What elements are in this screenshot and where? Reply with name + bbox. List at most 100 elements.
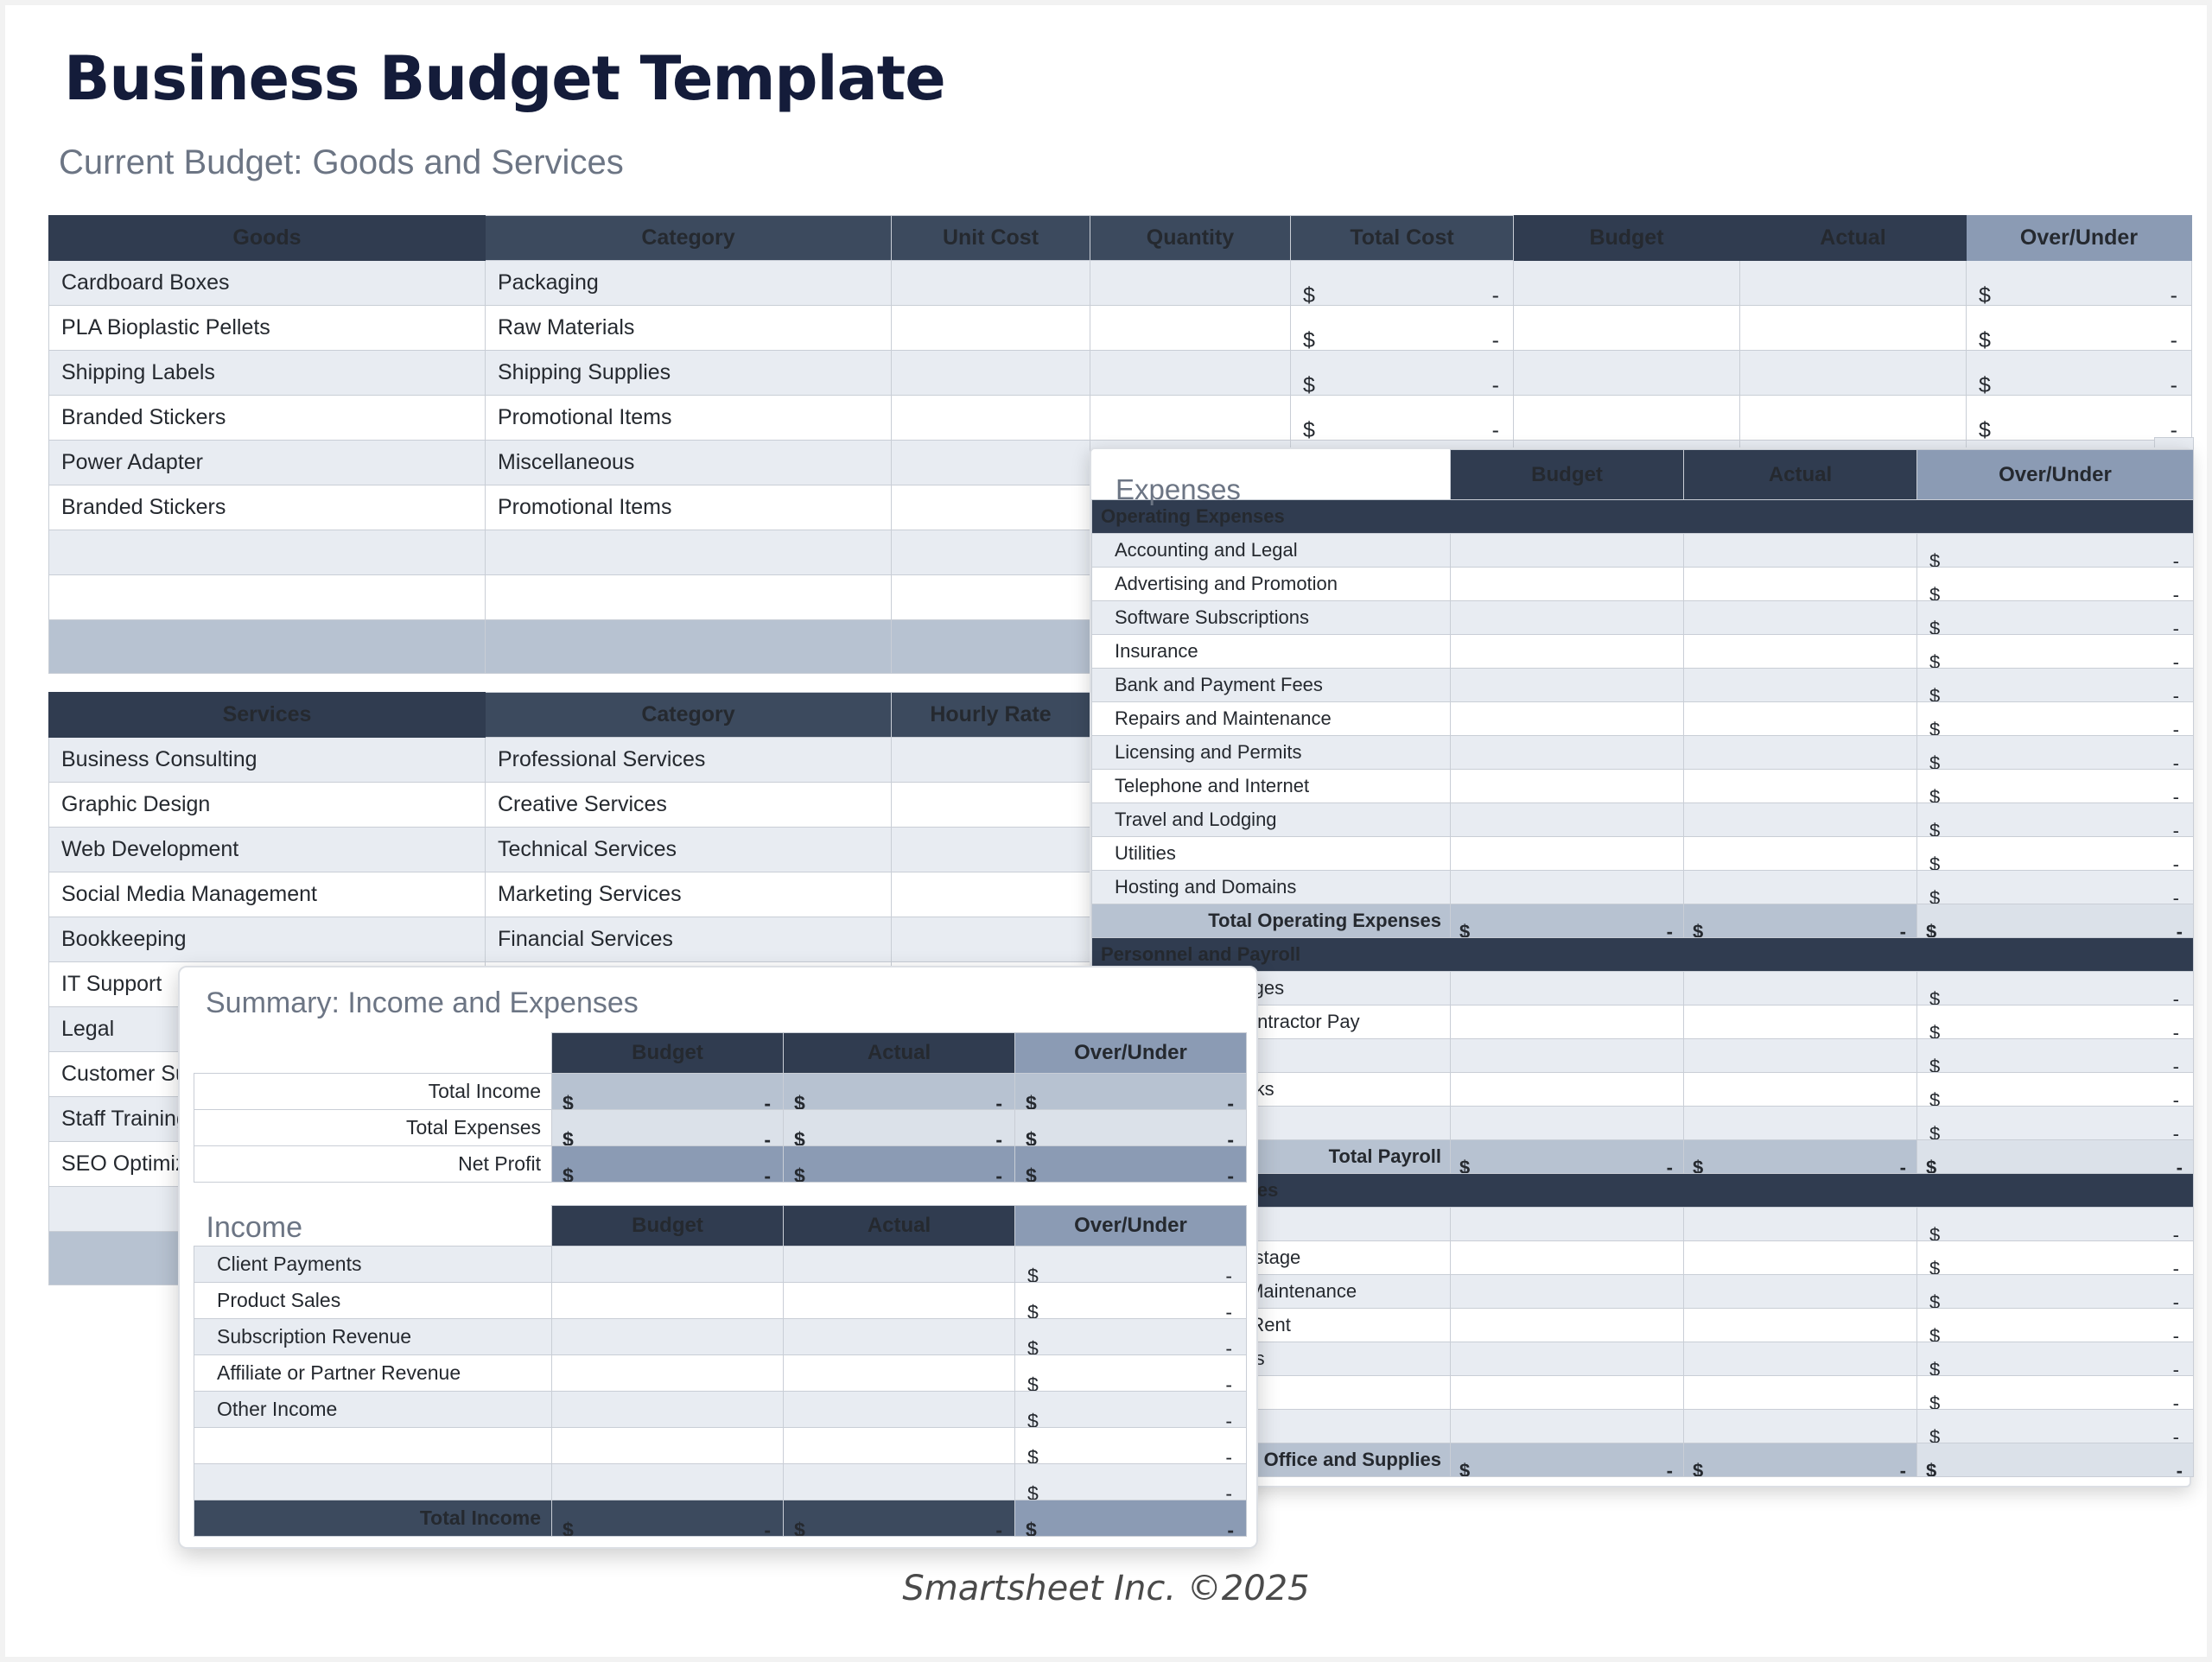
income-cell-budget[interactable]	[551, 1427, 784, 1464]
expenses-cell-budget[interactable]	[1450, 1342, 1684, 1376]
expenses-cell-budget[interactable]	[1450, 802, 1684, 837]
services-cell-category[interactable]: Professional Services	[485, 737, 892, 783]
goods-cell-budget[interactable]	[1513, 260, 1740, 306]
income-cell-over-under[interactable]: $ -	[1014, 1354, 1247, 1392]
income-row[interactable]: Product Sales $ -	[194, 1282, 1247, 1319]
expenses-item-row[interactable]: Telephone and Internet $ -	[1091, 769, 2194, 803]
expenses-cell-over-under[interactable]: $ -	[1916, 634, 2194, 669]
goods-cell-quantity[interactable]	[1090, 350, 1291, 396]
expenses-item-row[interactable]: Licensing and Permits $ -	[1091, 735, 2194, 770]
income-row[interactable]: Client Payments $ -	[194, 1246, 1247, 1283]
expenses-cell-actual[interactable]	[1683, 1106, 1917, 1140]
expenses-cell-over-under[interactable]: $ -	[1916, 1308, 2194, 1342]
expenses-cell-over-under[interactable]: $ -	[1916, 1375, 2194, 1410]
summary-cell-actual[interactable]: $ -	[783, 1073, 1015, 1110]
services-cell-category[interactable]: Technical Services	[485, 827, 892, 872]
goods-cell-actual[interactable]	[1739, 395, 1967, 441]
expenses-cell-actual[interactable]	[1683, 634, 1917, 669]
goods-cell-unit-cost[interactable]	[891, 530, 1090, 575]
expenses-cell-over-under[interactable]: $ -	[1916, 668, 2194, 702]
expenses-cell-budget[interactable]	[1450, 533, 1684, 568]
expenses-item-label[interactable]: Licensing and Permits	[1091, 735, 1451, 770]
income-col-budget[interactable]: Budget	[551, 1205, 784, 1246]
goods-cell-name[interactable]: Power Adapter	[48, 440, 486, 485]
expenses-cell-budget[interactable]	[1450, 735, 1684, 770]
expenses-cell-over-under[interactable]: $ -	[1916, 1240, 2194, 1275]
income-cell-budget[interactable]	[551, 1354, 784, 1392]
services-cell-category[interactable]: Marketing Services	[485, 872, 892, 917]
expenses-cell-budget[interactable]	[1450, 634, 1684, 669]
expenses-cell-actual[interactable]	[1683, 769, 1917, 803]
income-cell-over-under[interactable]: $ -	[1014, 1427, 1247, 1464]
expenses-cell-over-under[interactable]: $ -	[1916, 769, 2194, 803]
expenses-cell-budget[interactable]	[1450, 1106, 1684, 1140]
income-cell-over-under[interactable]: $ -	[1014, 1282, 1247, 1319]
expenses-cell-over-under[interactable]: $ -	[1916, 1207, 2194, 1241]
income-item-label[interactable]: Client Payments	[194, 1246, 552, 1283]
expenses-cell-actual[interactable]	[1683, 600, 1917, 635]
summary-col-actual[interactable]: Actual	[783, 1032, 1015, 1074]
goods-col-category[interactable]: Category	[485, 215, 892, 261]
summary-col-budget[interactable]: Budget	[551, 1032, 784, 1074]
expenses-cell-budget[interactable]	[1450, 769, 1684, 803]
expenses-item-row[interactable]: Travel and Lodging $ -	[1091, 802, 2194, 837]
summary-cell-budget[interactable]: $ -	[551, 1145, 784, 1183]
income-item-label[interactable]: Product Sales	[194, 1282, 552, 1319]
income-table[interactable]: Income Budget Actual Over/Under Client P…	[194, 1205, 1247, 1537]
income-cell-budget[interactable]	[551, 1246, 784, 1283]
income-col-actual[interactable]: Actual	[783, 1205, 1015, 1246]
expenses-cell-over-under[interactable]: $ -	[1916, 836, 2194, 871]
services-cell-name[interactable]: Web Development	[48, 827, 486, 872]
expenses-item-row[interactable]: Freelancer or Contractor Pay$-	[1091, 1005, 2194, 1039]
income-item-label[interactable]	[194, 1463, 552, 1500]
expenses-cell-budget[interactable]	[1450, 600, 1684, 635]
expenses-table[interactable]: Budget Actual Over/Under Operating Expen…	[1091, 449, 2194, 1477]
expenses-item-row[interactable]: Accounting and Legal $ -	[1091, 533, 2194, 568]
goods-cell-budget[interactable]	[1513, 350, 1740, 396]
goods-cell-category[interactable]: Raw Materials	[485, 305, 892, 351]
summary-cell-over-under[interactable]: $ -	[1014, 1109, 1247, 1146]
expenses-item-label[interactable]: Telephone and Internet	[1091, 769, 1451, 803]
summary-totals-table[interactable]: Budget Actual Over/Under Total Income $ - $…	[194, 1032, 1247, 1183]
goods-cell-total-cost[interactable]: $-	[1290, 395, 1514, 441]
expenses-cell-over-under[interactable]: $ -	[1916, 1005, 2194, 1039]
expenses-cell-budget[interactable]	[1450, 1274, 1684, 1309]
income-cell-actual[interactable]	[783, 1391, 1015, 1428]
expenses-cell-over-under[interactable]: $ -	[1916, 1106, 2194, 1140]
summary-cell-over-under[interactable]: $ -	[1014, 1073, 1247, 1110]
expenses-item-row[interactable]: Software Subscriptions $ -	[1091, 600, 2194, 635]
goods-cell-category[interactable]: Packaging	[485, 260, 892, 306]
goods-cell-name[interactable]: Branded Stickers	[48, 395, 486, 441]
expenses-cell-actual[interactable]	[1683, 836, 1917, 871]
expenses-col-actual[interactable]: Actual	[1683, 449, 1917, 500]
expenses-item-label[interactable]: Repairs and Maintenance	[1091, 701, 1451, 736]
expenses-cell-actual[interactable]	[1683, 567, 1917, 601]
expenses-cell-budget[interactable]	[1450, 1240, 1684, 1275]
expenses-item-row[interactable]: Advertising and Promotion $ -	[1091, 567, 2194, 601]
income-cell-budget[interactable]	[551, 1282, 784, 1319]
expenses-col-budget[interactable]: Budget	[1450, 449, 1684, 500]
summary-cell-actual[interactable]: $ -	[783, 1109, 1015, 1146]
summary-row[interactable]: Total Expenses $ - $ - $ -	[194, 1109, 1247, 1146]
goods-col-unit-cost[interactable]: Unit Cost	[891, 215, 1090, 261]
services-cell-name[interactable]: Bookkeeping	[48, 917, 486, 962]
goods-cell-category[interactable]: Miscellaneous	[485, 440, 892, 485]
services-cell-name[interactable]: Graphic Design	[48, 782, 486, 828]
income-item-label[interactable]: Other Income	[194, 1391, 552, 1428]
expenses-cell-actual[interactable]	[1683, 735, 1917, 770]
goods-col-over-under[interactable]: Over/Under	[1966, 215, 2192, 261]
income-cell-over-under[interactable]: $ -	[1014, 1463, 1247, 1500]
expenses-cell-over-under[interactable]: $ -	[1916, 870, 2194, 904]
expenses-cell-actual[interactable]	[1683, 668, 1917, 702]
goods-col-actual[interactable]: Actual	[1739, 215, 1967, 261]
expenses-cell-over-under[interactable]: $ -	[1916, 1409, 2194, 1443]
income-cell-over-under[interactable]: $ -	[1014, 1246, 1247, 1283]
income-cell-actual[interactable]	[783, 1427, 1015, 1464]
services-cell-name[interactable]: Business Consulting	[48, 737, 486, 783]
goods-col-budget[interactable]: Budget	[1513, 215, 1740, 261]
expenses-cell-actual[interactable]	[1683, 1005, 1917, 1039]
goods-cell-unit-cost[interactable]	[891, 305, 1090, 351]
income-row[interactable]: Subscription Revenue $ -	[194, 1318, 1247, 1355]
income-cell-actual[interactable]	[783, 1282, 1015, 1319]
expenses-cell-budget[interactable]	[1450, 1409, 1684, 1443]
